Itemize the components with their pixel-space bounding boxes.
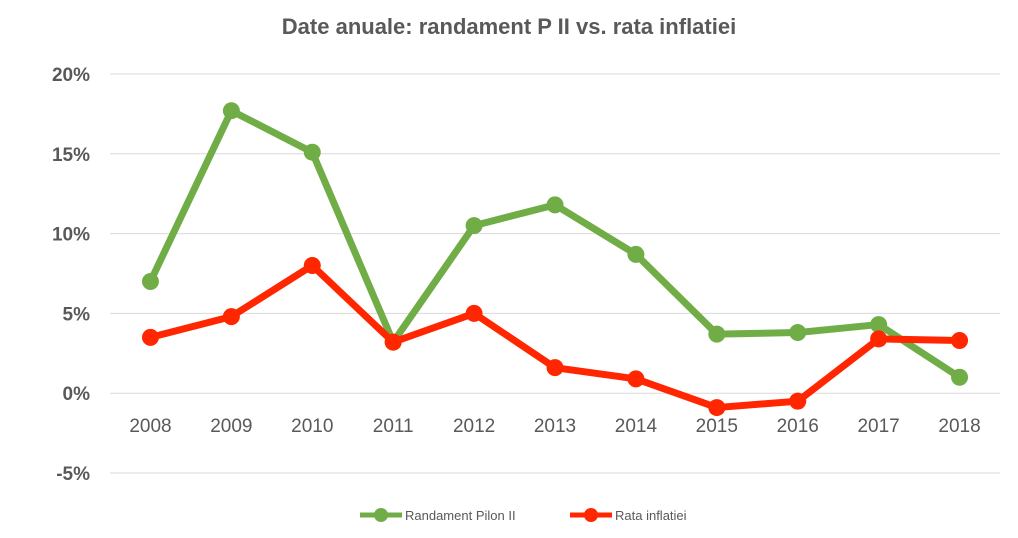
y-axis-ticks: 20% 15% 10% 5% 0% -5% bbox=[52, 65, 90, 485]
legend-label: Rata inflatiei bbox=[615, 508, 687, 523]
y-tick-label: 10% bbox=[52, 225, 90, 246]
data-point bbox=[951, 368, 969, 386]
data-point bbox=[465, 304, 483, 322]
data-point bbox=[141, 272, 159, 290]
x-tick-label: 2013 bbox=[534, 416, 576, 437]
data-point bbox=[870, 316, 888, 334]
gridlines bbox=[110, 73, 1000, 474]
legend-item: Randament Pilon II bbox=[360, 508, 516, 523]
series-2 bbox=[141, 257, 969, 417]
data-point bbox=[627, 370, 645, 388]
y-tick-label: 5% bbox=[63, 304, 91, 325]
data-point bbox=[870, 330, 888, 348]
data-point bbox=[465, 217, 483, 235]
legend-marker bbox=[584, 508, 598, 522]
data-point bbox=[222, 102, 240, 120]
data-point bbox=[627, 245, 645, 263]
data-point bbox=[222, 308, 240, 326]
series-1 bbox=[141, 102, 969, 386]
legend-item: Rata inflatiei bbox=[570, 508, 687, 523]
data-point bbox=[303, 257, 321, 275]
x-tick-label: 2018 bbox=[938, 416, 980, 437]
y-tick-label: 15% bbox=[52, 145, 90, 166]
x-tick-label: 2016 bbox=[777, 416, 819, 437]
x-axis-ticks: 2008 2009 2010 2011 2012 2013 2014 2015 2016 2017… bbox=[129, 416, 980, 437]
y-tick-label: 20% bbox=[52, 65, 90, 86]
series-line bbox=[146, 107, 964, 381]
x-tick-label: 2008 bbox=[129, 416, 171, 437]
data-point bbox=[141, 328, 159, 346]
x-tick-label: 2014 bbox=[615, 416, 658, 437]
x-tick-label: 2009 bbox=[210, 416, 252, 437]
x-tick-label: 2017 bbox=[857, 416, 899, 437]
chart-title: Date anuale: randament P II vs. rata inf… bbox=[281, 14, 737, 39]
data-point bbox=[708, 399, 726, 417]
data-point bbox=[789, 392, 807, 410]
data-point bbox=[546, 359, 564, 377]
x-tick-label: 2011 bbox=[373, 416, 414, 437]
x-tick-label: 2010 bbox=[291, 416, 333, 437]
legend-label: Randament Pilon II bbox=[405, 508, 516, 523]
data-point bbox=[708, 325, 726, 343]
series-line bbox=[146, 262, 964, 412]
data-point bbox=[303, 143, 321, 161]
data-point bbox=[384, 333, 402, 351]
x-tick-label: 2015 bbox=[696, 416, 738, 437]
data-point bbox=[951, 332, 969, 350]
data-point bbox=[546, 196, 564, 214]
legend: Randament Pilon II Rata inflatiei bbox=[360, 508, 687, 523]
y-tick-label: 0% bbox=[63, 384, 91, 405]
x-tick-label: 2012 bbox=[453, 416, 495, 437]
legend-marker bbox=[374, 508, 388, 522]
data-point bbox=[789, 324, 807, 342]
y-tick-label: -5% bbox=[56, 464, 90, 485]
series-layer bbox=[141, 102, 969, 417]
